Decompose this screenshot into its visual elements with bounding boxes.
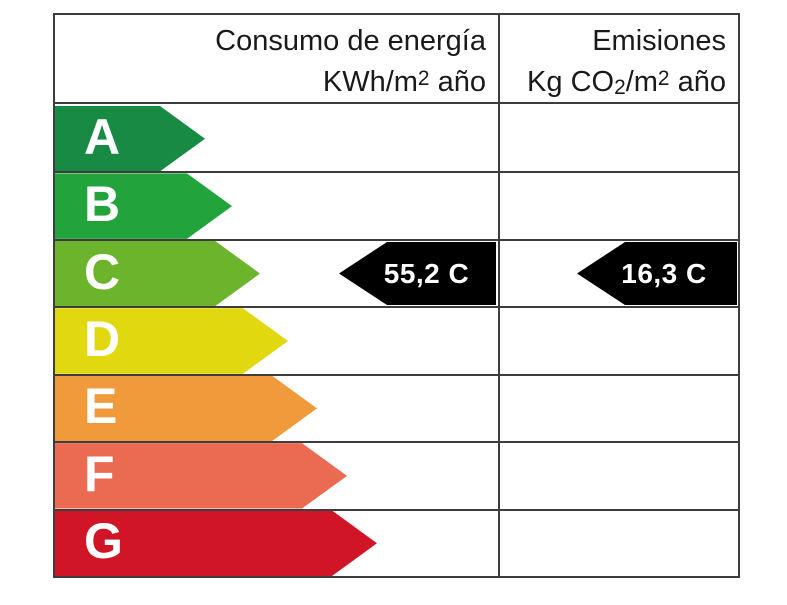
- rating-row-f: F: [55, 441, 738, 508]
- rating-bar-g: G: [55, 511, 377, 576]
- emissions-column-header: Emisiones Kg CO2/m2 año: [498, 15, 738, 102]
- emissions-column-unit: Kg CO2/m2 año: [498, 60, 726, 107]
- rating-bar-b: B: [55, 173, 232, 238]
- emissions-unit-subscript: 2: [614, 75, 626, 99]
- energy-unit-base: KWh/m: [322, 65, 418, 98]
- rating-row-g: G: [55, 508, 738, 576]
- rating-letter-f: F: [84, 445, 115, 502]
- emissions-value-text: 16,3 C: [621, 257, 707, 289]
- energy-column-title: Consumo de energía: [215, 25, 486, 57]
- energy-rating-table: Consumo de energía KWh/m2 año Emisiones …: [53, 13, 740, 578]
- rating-bar-d: D: [55, 308, 288, 373]
- rating-bar-e: E: [55, 376, 317, 441]
- rating-letter-g: G: [84, 513, 123, 570]
- rating-row-d: D: [55, 306, 738, 373]
- rating-bar-a: A: [55, 106, 205, 171]
- emissions-unit-mid: /m: [625, 65, 658, 98]
- emissions-unit-prefix: Kg CO: [527, 65, 615, 98]
- rating-bar-c: C: [55, 241, 260, 306]
- rating-row-e: E: [55, 373, 738, 441]
- rating-row-a: A: [55, 106, 738, 171]
- rating-row-b: B: [55, 171, 738, 238]
- rating-letter-a: A: [84, 108, 121, 165]
- column-divider-line: [498, 15, 500, 576]
- energy-unit-exponent: 2: [417, 67, 430, 90]
- energy-unit-tail: año: [429, 65, 486, 98]
- emissions-unit-tail: año: [669, 65, 726, 98]
- emissions-column-title: Emisiones: [592, 25, 726, 57]
- table-header: Consumo de energía KWh/m2 año Emisiones …: [55, 15, 738, 104]
- rating-row-c: C: [55, 238, 738, 306]
- rating-letter-d: D: [84, 310, 121, 367]
- energy-column-unit: KWh/m2 año: [55, 60, 486, 101]
- energy-value-text: 55,2 C: [383, 257, 470, 289]
- rating-rows: A B C D E: [55, 106, 738, 576]
- rating-bar-f: F: [55, 443, 347, 508]
- rating-letter-e: E: [84, 378, 118, 435]
- emissions-unit-exponent: 2: [657, 67, 670, 90]
- rating-letter-b: B: [84, 176, 121, 233]
- energy-column-header: Consumo de energía KWh/m2 año: [55, 15, 498, 102]
- rating-letter-c: C: [84, 243, 121, 300]
